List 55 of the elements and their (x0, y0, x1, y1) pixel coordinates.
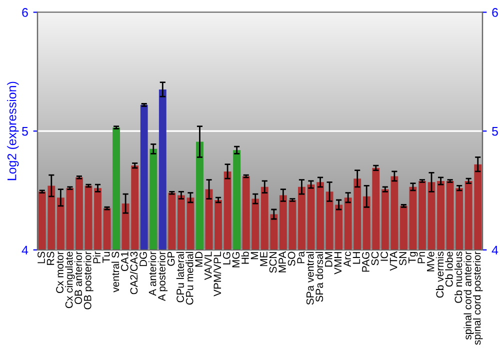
x-tick-label: Cx motor (56, 251, 64, 294)
x-tick-label: SPa dorsal (315, 252, 324, 302)
x-tick-label: Cx cingulate (65, 252, 75, 308)
x-tick-label: RS (46, 252, 54, 265)
x-tick-label: spinal cord anterior (464, 251, 474, 340)
y-axis-title: Log2 (expression) (7, 82, 19, 180)
x-tick-label: Hb (241, 252, 249, 264)
y2-tick-label: 5 (492, 127, 498, 136)
x-tick-label: VMH (334, 252, 342, 274)
x-tick-label: Tg (408, 252, 418, 264)
x-tick-label: IC (380, 252, 388, 261)
y-tick-label: 5 (22, 127, 28, 136)
x-tick-label: VPM/VPL (213, 252, 222, 296)
x-tick-label: Cb nucleus (454, 252, 462, 303)
x-tick-label: LH (352, 252, 360, 264)
x-tick-label: MD (195, 252, 202, 267)
x-tick-label: CA2/CA3 (130, 252, 138, 294)
x-tick-label: Tu (102, 252, 110, 263)
x-tick-label: CA1 (120, 252, 128, 272)
x-tick-label: OB posterior (84, 251, 94, 310)
x-tick-label: CPu lateral (176, 252, 184, 302)
x-tick-label: LG (222, 252, 230, 264)
x-tick-label: DM (325, 252, 332, 267)
x-tick-label: spinal cord posterior (473, 251, 483, 345)
y-tick-label: 6 (22, 8, 28, 17)
x-tick-label: Pa (297, 251, 305, 264)
x-tick-label: Pir (92, 251, 100, 264)
x-tick-label: A posterior (158, 251, 168, 302)
x-tick-label: DG (140, 252, 147, 266)
x-tick-label: Arc (344, 252, 351, 267)
x-tick-label: Cb lobe (445, 252, 453, 287)
x-tick-label: LS (38, 252, 45, 264)
x-tick-label: ME (260, 252, 268, 266)
x-tick-label: Pn (418, 252, 425, 264)
x-tick-label: MPA (278, 251, 286, 272)
x-tick-label: CPu medial (186, 252, 194, 305)
x-tick-label: OB anterior (74, 251, 82, 304)
x-tick-label: ventral S (111, 252, 120, 292)
x-tick-label: SPa ventral (306, 252, 314, 305)
y2-tick-label: 6 (492, 8, 498, 17)
y2-tick-label: 4 (492, 246, 498, 254)
x-tick-label: PAG (362, 252, 370, 272)
x-tick-label: M (250, 252, 258, 260)
x-tick-label: MG (232, 252, 240, 268)
x-tick-label: SC (371, 252, 379, 266)
x-tick-label: VA/VL (204, 252, 212, 280)
x-tick-label: SN (399, 252, 406, 266)
x-tick-label: SCN (269, 252, 277, 273)
x-tick-label: SO (288, 252, 296, 266)
y-tick-label: 4 (22, 246, 28, 254)
x-tick-label: Cb vermis (436, 252, 444, 298)
x-tick-label: MVe (427, 252, 434, 272)
x-tick-label: A anterior (148, 251, 156, 296)
x-tick-label: VTA (390, 251, 398, 271)
x-tick-label: GP (167, 252, 175, 266)
